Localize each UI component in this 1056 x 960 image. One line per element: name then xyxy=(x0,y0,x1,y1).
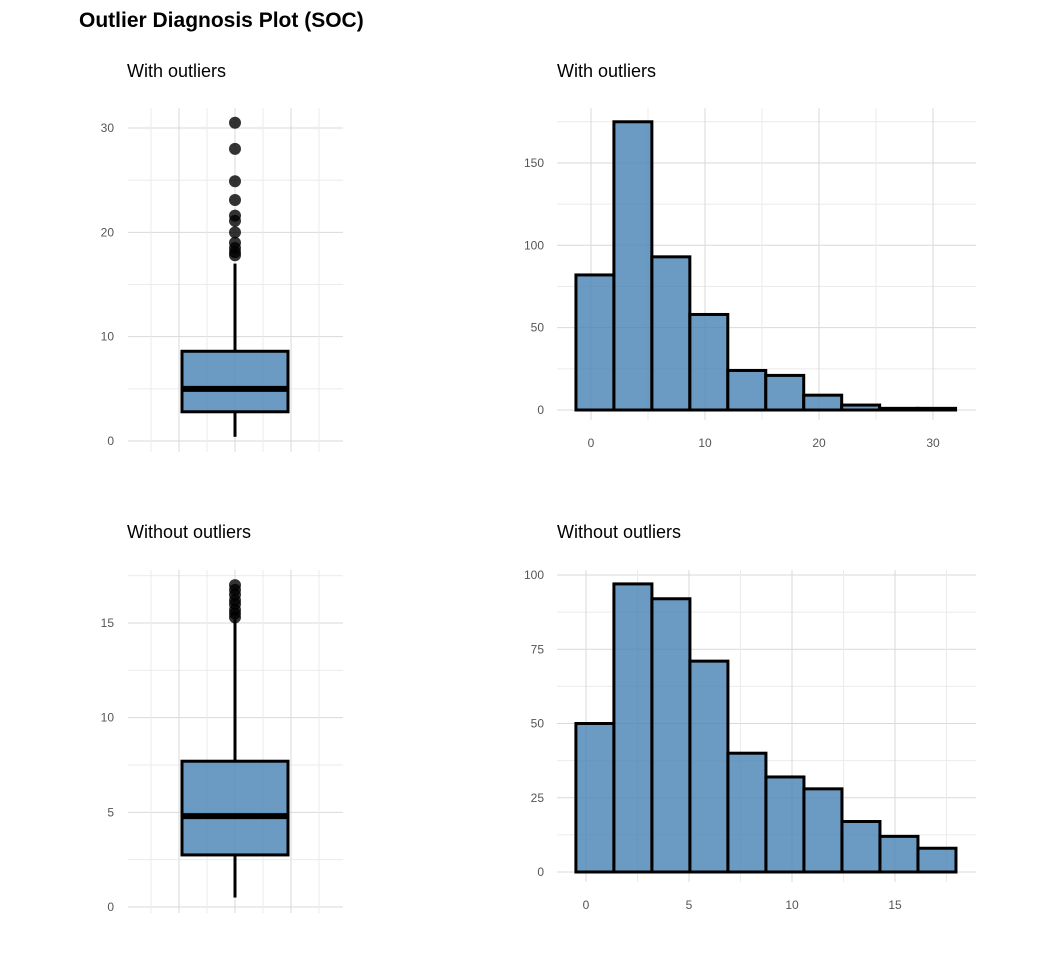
histogram-bar xyxy=(916,846,958,874)
histogram-bar xyxy=(612,120,654,412)
histogram-bar xyxy=(764,373,806,412)
y-tick-label: 0 xyxy=(107,900,114,914)
histogram-bar xyxy=(878,406,920,412)
x-tick-label: 10 xyxy=(785,898,799,912)
panel-1: With outliers 0 10 20 30 xyxy=(101,61,343,452)
y-tick-label: 0 xyxy=(537,403,544,417)
histogram-bar xyxy=(726,368,768,412)
box xyxy=(180,759,290,857)
outlier-point xyxy=(229,142,241,155)
histogram-bar xyxy=(650,597,692,874)
outlier-point xyxy=(229,175,241,188)
x-tick-label: 15 xyxy=(888,898,902,912)
y-tick-label: 5 xyxy=(107,805,114,819)
outlier-point xyxy=(229,226,241,239)
x-tick-label: 20 xyxy=(812,436,826,450)
y-tick-label: 50 xyxy=(531,321,545,335)
panel-title: Without outliers xyxy=(127,522,251,542)
outlier-point xyxy=(229,116,241,129)
y-tick-label: 50 xyxy=(531,717,545,731)
y-tick-label: 150 xyxy=(524,156,544,170)
y-tick-label: 10 xyxy=(101,330,115,344)
y-tick-label: 10 xyxy=(101,711,115,725)
x-tick-label: 30 xyxy=(926,436,940,450)
panel-title: With outliers xyxy=(557,61,656,81)
histogram-bar xyxy=(688,312,730,412)
histogram-bar xyxy=(612,582,654,874)
histogram-bar xyxy=(688,659,730,874)
histogram-bar xyxy=(840,820,882,874)
histogram-bar xyxy=(574,273,616,412)
x-tick-label: 10 xyxy=(698,436,712,450)
histogram-bar xyxy=(764,775,806,874)
figure-title: Outlier Diagnosis Plot (SOC) xyxy=(79,9,364,32)
histogram-bar xyxy=(802,787,844,874)
x-tick-label: 5 xyxy=(686,898,693,912)
outlier-point xyxy=(229,209,241,222)
outlier-point xyxy=(229,236,241,249)
y-tick-label: 15 xyxy=(101,616,115,630)
histogram-bar xyxy=(802,393,844,412)
panel-4: Without outliers 0 25 50 75 100 0 5 10 15 xyxy=(524,522,976,912)
outlier-point xyxy=(229,193,241,206)
y-tick-label: 0 xyxy=(537,865,544,879)
histogram-bar xyxy=(726,751,768,874)
histogram-bar xyxy=(650,255,692,412)
panel-title: Without outliers xyxy=(557,522,681,542)
histogram-bar xyxy=(574,722,616,874)
y-tick-label: 75 xyxy=(531,642,545,656)
outlier-point xyxy=(229,579,241,592)
panel-3: Without outliers 0 5 10 15 xyxy=(101,522,343,914)
y-tick-label: 100 xyxy=(524,238,544,252)
panel-2: With outliers 0 50 100 150 0 10 20 30 xyxy=(524,61,976,450)
histogram-bar xyxy=(840,403,882,412)
y-tick-label: 100 xyxy=(524,568,544,582)
histogram-bar xyxy=(878,834,920,874)
box xyxy=(180,349,290,414)
y-tick-label: 30 xyxy=(101,121,115,135)
x-tick-label: 0 xyxy=(583,898,590,912)
y-tick-label: 0 xyxy=(107,434,114,448)
histogram-bar xyxy=(916,406,958,412)
x-tick-label: 0 xyxy=(588,436,595,450)
panel-title: With outliers xyxy=(127,61,226,81)
y-tick-label: 25 xyxy=(531,791,545,805)
y-tick-label: 20 xyxy=(101,225,115,239)
